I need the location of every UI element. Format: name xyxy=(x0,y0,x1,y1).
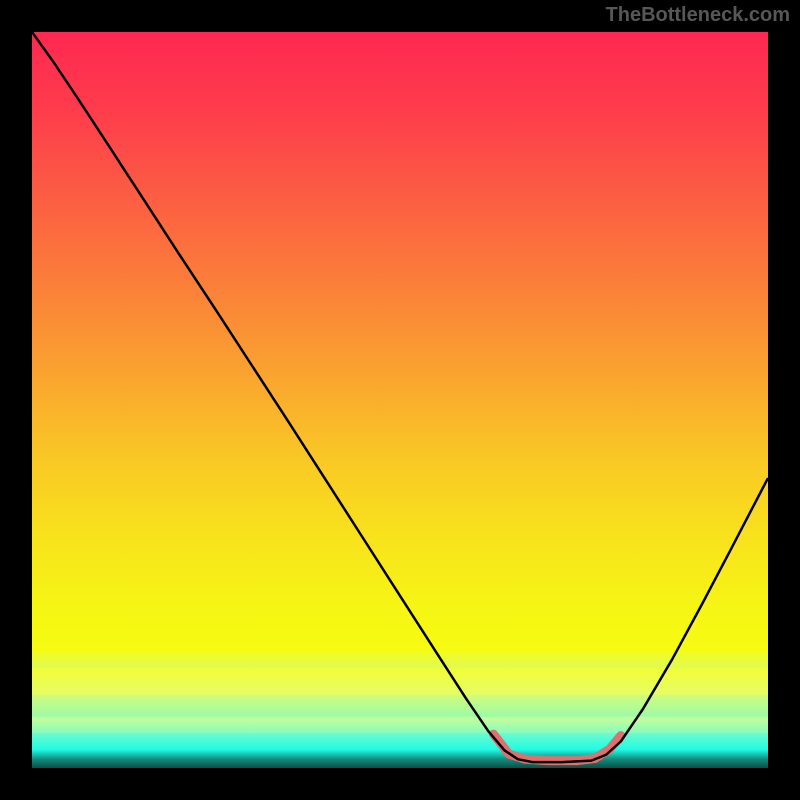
attribution-text: TheBottleneck.com xyxy=(606,4,790,27)
chart-plot-area xyxy=(32,32,768,768)
bottleneck-chart-svg xyxy=(32,32,768,768)
gradient-background xyxy=(32,32,768,768)
